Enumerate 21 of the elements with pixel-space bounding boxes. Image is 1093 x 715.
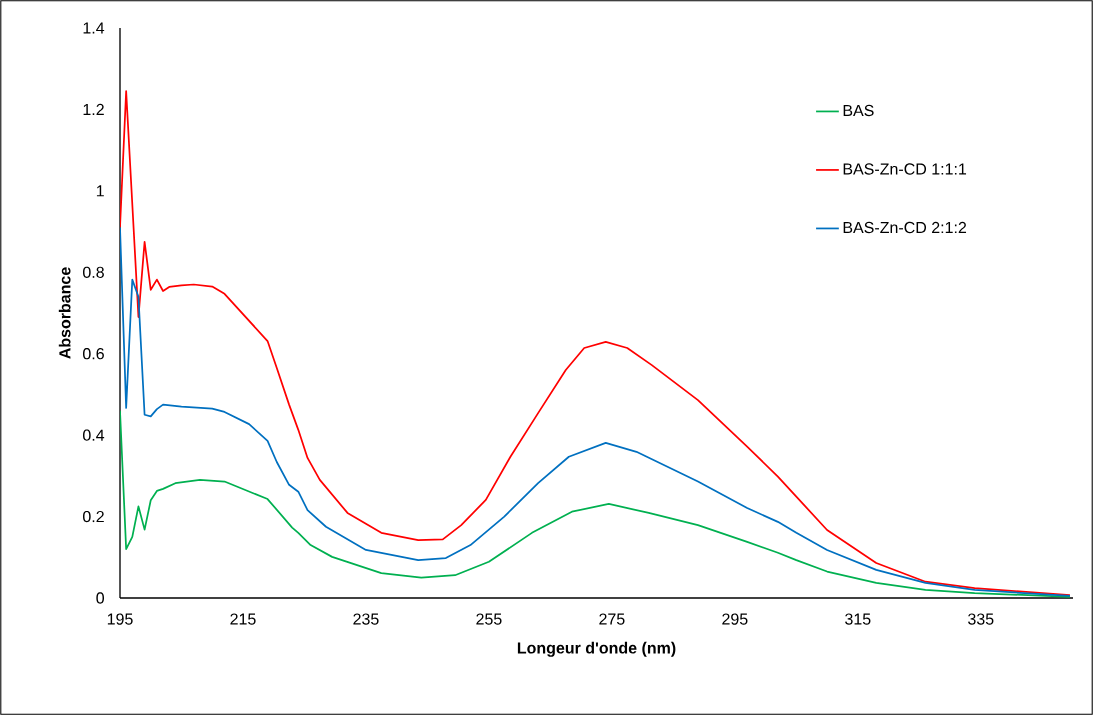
y-tick-label: 0 <box>96 592 105 604</box>
x-tick-label: 295 <box>722 613 748 625</box>
x-tick-label: 315 <box>845 613 871 625</box>
x-tick-label: 215 <box>230 613 256 625</box>
y-tick-label: 1.2 <box>83 103 104 116</box>
x-tick-label: 275 <box>599 613 625 625</box>
y-tick-label: 0.4 <box>83 429 105 441</box>
legend-label: BAS-Zn-CD 1:1:1 <box>843 163 967 175</box>
y-tick-label: 1 <box>96 185 104 197</box>
x-tick-label: 195 <box>107 613 133 625</box>
y-tick-label: 0.8 <box>83 266 104 278</box>
x-tick-label: 335 <box>968 613 994 625</box>
y-tick-label: 0.2 <box>83 510 104 523</box>
y-axis-title: Absorbance <box>58 267 71 359</box>
x-axis-title: Longeur d'onde (nm) <box>517 641 676 657</box>
x-tick-label: 235 <box>353 613 379 625</box>
legend-label: BAS <box>843 104 874 117</box>
legend-label: BAS-Zn-CD 2:1:2 <box>843 221 967 234</box>
x-tick-label: 255 <box>476 613 502 625</box>
y-tick-label: 1.4 <box>83 22 105 34</box>
y-tick-label: 0.6 <box>83 348 104 360</box>
